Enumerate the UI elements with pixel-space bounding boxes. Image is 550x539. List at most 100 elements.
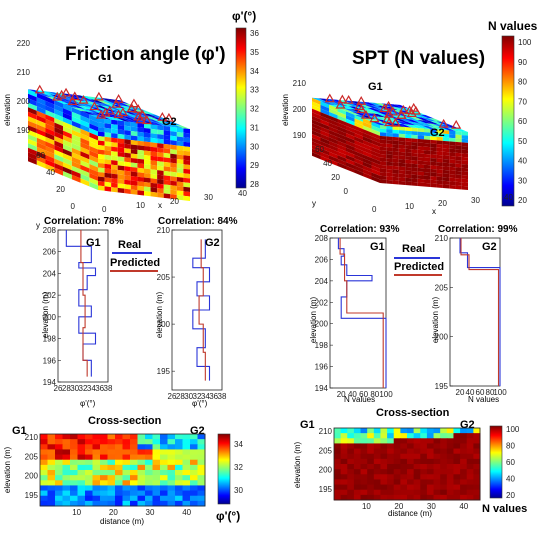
- right-3d-front-cell: [436, 180, 443, 185]
- right-colorbar-tick-90: 90: [518, 58, 527, 67]
- right-colorbar-title: N values: [488, 19, 538, 33]
- left-cross-cell: [85, 439, 93, 445]
- right-cross-cell: [453, 479, 461, 486]
- left-3d-borehole-marker: [133, 104, 144, 113]
- left-3d-top-cell: [84, 108, 101, 114]
- left-3d-front-cell: [183, 155, 190, 161]
- right-3d-front-cell: [424, 135, 431, 140]
- left-3d-side-cell: [71, 174, 81, 183]
- right-cross-xtick-20: 20: [394, 502, 403, 511]
- right-cross-cell: [440, 448, 448, 455]
- left-3d-g1-label: G1: [98, 73, 113, 85]
- left-3d-front-cell: [176, 140, 184, 147]
- left-3d-borehole-marker: [34, 84, 45, 94]
- left-3d-side-cell: [36, 124, 46, 133]
- left-3d-top-cell: [161, 123, 177, 128]
- left-g1-ytick-204: 204: [43, 269, 57, 278]
- left-g2-correlation: Correlation: 84%: [158, 216, 238, 227]
- left-g2-xtick-36: 36: [209, 392, 218, 401]
- left-3d-front-cell: [170, 131, 177, 137]
- left-3d-top-cell: [54, 100, 70, 105]
- right-3d-top-cell: [419, 122, 435, 127]
- right-cross-cell: [453, 448, 461, 455]
- right-cross-cell: [473, 484, 481, 491]
- right-3d-xtick-10: 10: [405, 202, 414, 211]
- right-cross-cell: [340, 428, 348, 434]
- right-3d-front-cell: [380, 128, 387, 133]
- left-3d-side-cell: [54, 122, 63, 131]
- right-g1-ytick-194: 194: [315, 384, 329, 393]
- right-3d-front-cell: [380, 139, 387, 144]
- left-cross-cell: [77, 464, 86, 471]
- right-cross-cell: [473, 453, 481, 460]
- right-cross-cell: [420, 464, 428, 470]
- left-profile-g2-xlabel: φ'(°): [192, 399, 208, 408]
- right-cross-cell: [440, 433, 448, 439]
- right-cross-cell: [387, 443, 395, 450]
- left-cross-g1: G1: [12, 425, 27, 437]
- right-3d-front-cell: [442, 173, 450, 178]
- left-cross-cell: [40, 470, 48, 476]
- left-3d-borehole-marker: [113, 109, 124, 119]
- right-3d-borehole-marker: [438, 118, 449, 128]
- right-3d-borehole-marker: [335, 99, 346, 109]
- right-3d-side-cell: [312, 137, 321, 145]
- right-3d-front-cell: [449, 130, 456, 135]
- left-3d-side-cell: [45, 123, 55, 132]
- right-3d-side-cell: [337, 158, 346, 166]
- right-3d-top-cell: [364, 104, 380, 109]
- left-3d-front-cell: [130, 130, 138, 137]
- right-cross-ytick-210: 210: [319, 427, 333, 436]
- right-cross-cell: [347, 479, 355, 486]
- left-3d-side-cell: [89, 154, 98, 163]
- right-3d-side-cell: [337, 137, 346, 145]
- left-3d-side-cell: [54, 149, 63, 158]
- left-cross-cell: [107, 459, 116, 466]
- right-cross-cell: [446, 433, 454, 439]
- right-cross-cell: [453, 458, 461, 465]
- right-cross-cell: [460, 464, 468, 470]
- left-cross-cell: [137, 439, 146, 445]
- left-cross-cell: [92, 470, 101, 476]
- left-cross-cell: [77, 475, 86, 481]
- right-3d-front-cell: [411, 138, 418, 143]
- left-cross-cell: [47, 475, 56, 481]
- right-cross-cell: [373, 479, 381, 486]
- left-cross-cell: [100, 464, 108, 471]
- left-g1-xtick-30: 30: [70, 384, 79, 393]
- right-3d-side-cell: [320, 155, 329, 163]
- right-cross-cell: [353, 479, 362, 486]
- left-3d-borehole-marker: [56, 89, 67, 99]
- right-3d-front-cell: [405, 145, 412, 150]
- left-cross-cell: [152, 454, 161, 461]
- left-3d-front-cell: [111, 146, 118, 152]
- left-3d-side-cell: [63, 153, 72, 162]
- left-3d-side-cell: [63, 108, 72, 117]
- left-3d-front-cell: [144, 186, 151, 192]
- right-3d-top-cell: [368, 110, 384, 115]
- left-cross-xtick-30: 30: [146, 508, 155, 517]
- right-cross-cell: [380, 484, 388, 491]
- right-3d-front-cell: [430, 129, 437, 134]
- right-3d-front-cell: [398, 159, 406, 164]
- left-3d-side-cell: [63, 162, 72, 171]
- right-cross-cell: [400, 489, 408, 496]
- right-3d-side-cell: [312, 97, 321, 105]
- right-3d-front-cell: [436, 169, 443, 174]
- left-cross-ytick-205: 205: [25, 452, 39, 461]
- right-cross-cell: [334, 448, 342, 455]
- left-cross-cell: [92, 449, 101, 456]
- left-cross-cell: [122, 454, 131, 461]
- left-cross-cell: [77, 470, 86, 476]
- left-3d-top-cell: [174, 124, 190, 130]
- right-3d-front-cell: [424, 153, 431, 159]
- right-3d-side-cell: [363, 168, 372, 176]
- right-3d-front-cell: [405, 181, 412, 186]
- left-3d-borehole-marker: [117, 107, 128, 117]
- left-3d-side-cell: [28, 156, 37, 165]
- left-3d-front-cell: [124, 125, 131, 131]
- right-3d-front-cell: [442, 180, 450, 185]
- right-3d-side-cell: [346, 158, 355, 166]
- right-3d-front-cell: [442, 130, 450, 135]
